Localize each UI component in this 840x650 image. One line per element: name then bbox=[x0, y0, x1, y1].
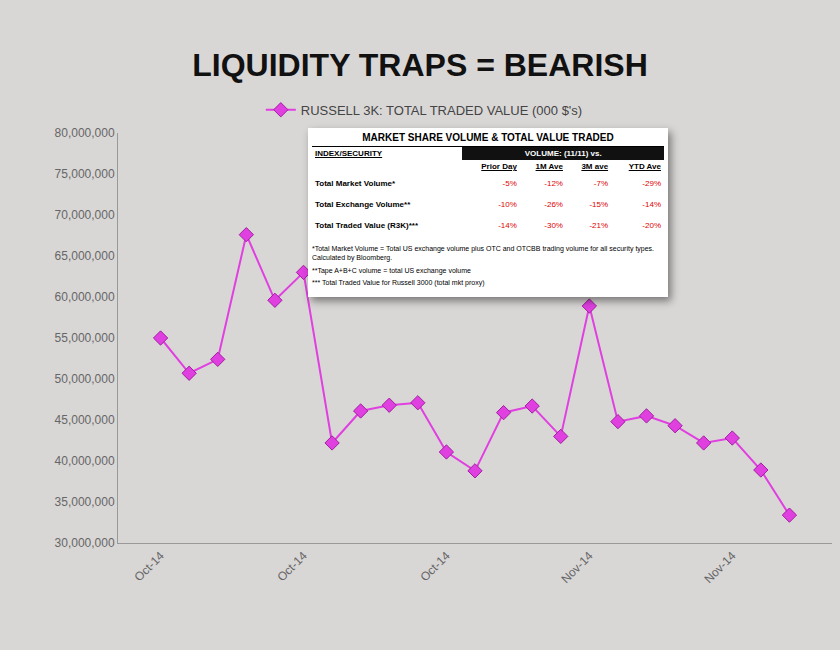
html-text:Prior Day: Prior Day bbox=[481, 162, 517, 171]
svg-text:55,000,000: 55,000,000 bbox=[55, 331, 115, 345]
html-text:*Total Market Volume = Total U: *Total Market Volume = Total US exchange… bbox=[312, 245, 655, 262]
html-text:-14%: -14% bbox=[498, 221, 517, 230]
html-text:VOLUME: (11/11) vs.: VOLUME: (11/11) vs. bbox=[524, 149, 602, 158]
svg-text:Nov-14: Nov-14 bbox=[701, 549, 738, 586]
html-text:Total Market Volume*: Total Market Volume* bbox=[315, 179, 396, 188]
html-text:-12%: -12% bbox=[544, 179, 563, 188]
html-text:-14%: -14% bbox=[642, 200, 661, 209]
html-text:1M Ave: 1M Ave bbox=[535, 162, 563, 171]
html-text:YTD Ave: YTD Ave bbox=[628, 162, 661, 171]
svg-text:45,000,000: 45,000,000 bbox=[55, 413, 115, 427]
svg-text:Nov-14: Nov-14 bbox=[558, 549, 595, 586]
svg-text:RUSSELL 3K: TOTAL TRADED VALUE: RUSSELL 3K: TOTAL TRADED VALUE (000 $'s) bbox=[301, 103, 582, 118]
html-text:3M ave: 3M ave bbox=[581, 162, 609, 171]
svg-text:LIQUIDITY TRAPS = BEARISH: LIQUIDITY TRAPS = BEARISH bbox=[192, 47, 647, 83]
html-text:-15%: -15% bbox=[589, 200, 609, 209]
html-text:-20%: -20% bbox=[642, 221, 661, 230]
html-text:-10%: -10% bbox=[498, 200, 517, 209]
svg-text:Oct-14: Oct-14 bbox=[417, 549, 453, 585]
html-text:-29%: -29% bbox=[642, 179, 661, 188]
svg-text:75,000,000: 75,000,000 bbox=[55, 167, 115, 181]
html-text:INDEX/SECURITY: INDEX/SECURITY bbox=[315, 149, 383, 158]
svg-text:30,000,000: 30,000,000 bbox=[55, 536, 115, 550]
html-text:*** Total Traded Value for Rus: *** Total Traded Value for Russell 3000 … bbox=[312, 279, 485, 287]
html-text:-21%: -21% bbox=[589, 221, 609, 230]
svg-text:70,000,000: 70,000,000 bbox=[55, 208, 115, 222]
html-text:-7%: -7% bbox=[593, 179, 609, 188]
svg-text:40,000,000: 40,000,000 bbox=[55, 454, 115, 468]
html-text:-26%: -26% bbox=[544, 200, 563, 209]
html-text:-30%: -30% bbox=[544, 221, 563, 230]
html-text:-5%: -5% bbox=[502, 179, 517, 188]
svg-text:65,000,000: 65,000,000 bbox=[55, 249, 115, 263]
svg-text:80,000,000: 80,000,000 bbox=[55, 126, 115, 140]
html-text:Total Exchange Volume**: Total Exchange Volume** bbox=[315, 200, 411, 209]
svg-text:60,000,000: 60,000,000 bbox=[55, 290, 115, 304]
html-text:**Tape A+B+C volume = total US: **Tape A+B+C volume = total US exchange … bbox=[312, 266, 471, 274]
svg-text:35,000,000: 35,000,000 bbox=[55, 495, 115, 509]
svg-text:Oct-14: Oct-14 bbox=[274, 549, 310, 585]
html-text:Total Traded Value (R3K)***: Total Traded Value (R3K)*** bbox=[315, 221, 418, 230]
svg-text:Oct-14: Oct-14 bbox=[132, 549, 168, 585]
html-text:MARKET SHARE VOLUME & TOTAL VA: MARKET SHARE VOLUME & TOTAL VALUE TRADED bbox=[362, 132, 614, 143]
svg-text:50,000,000: 50,000,000 bbox=[55, 372, 115, 386]
